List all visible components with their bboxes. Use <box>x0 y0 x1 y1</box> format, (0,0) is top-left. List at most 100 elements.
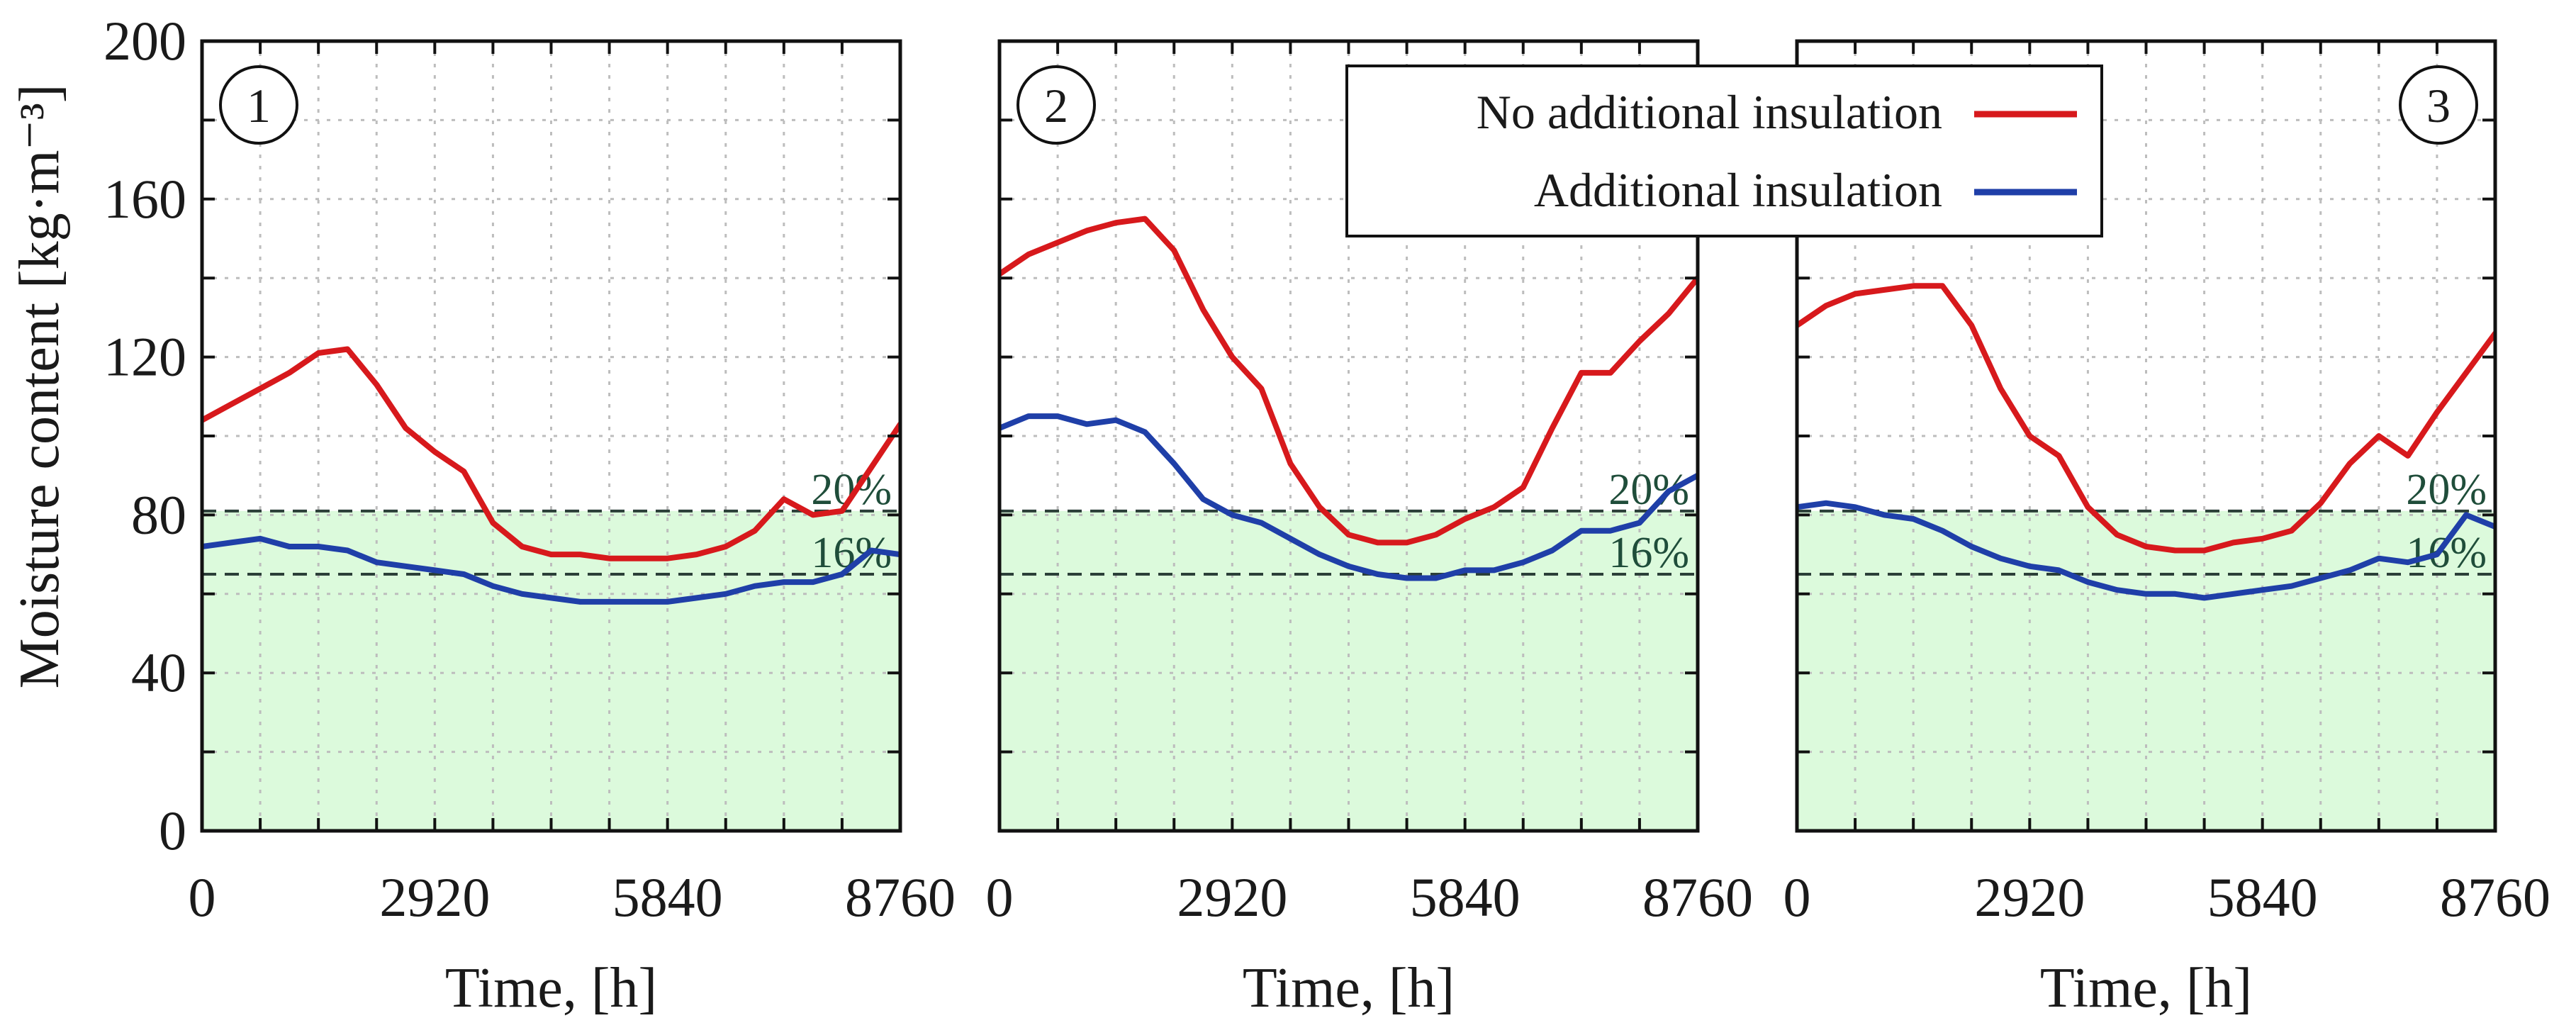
data-point <box>1609 371 1612 374</box>
data-point <box>2465 371 2468 374</box>
x-tick-label: 0 <box>986 866 1014 928</box>
data-point <box>433 569 436 571</box>
y-tick-label: 120 <box>103 326 186 388</box>
data-point <box>637 600 640 603</box>
data-point <box>1435 577 1438 580</box>
data-point <box>637 557 640 560</box>
data-point <box>1143 218 1146 220</box>
data-point <box>1999 557 2002 560</box>
data-point <box>2145 545 2147 548</box>
data-point <box>2436 553 2438 556</box>
legend-box <box>1345 65 2103 237</box>
data-point <box>288 371 291 374</box>
data-point <box>870 466 873 469</box>
panel-number-circle <box>219 65 298 145</box>
data-point <box>841 510 844 513</box>
data-point <box>1377 541 1379 544</box>
data-point <box>1289 537 1292 540</box>
data-point <box>2378 435 2380 437</box>
data-point <box>346 549 349 552</box>
data-point <box>2203 549 2206 552</box>
data-point <box>404 565 407 568</box>
y-tick-label: 160 <box>103 168 186 230</box>
data-point <box>1027 415 1030 418</box>
x-tick-label: 0 <box>1783 866 1811 928</box>
x-axis-title: Time, [h] <box>2040 957 2252 1019</box>
data-point <box>2057 569 2060 571</box>
data-point <box>491 585 494 588</box>
data-point <box>550 596 552 599</box>
data-point <box>2261 537 2264 540</box>
data-point <box>520 593 523 595</box>
data-point <box>841 573 844 576</box>
data-point <box>2261 588 2264 591</box>
data-point <box>1493 569 1496 571</box>
legend-label-additional-insulation: Additional insulation <box>1534 163 1942 217</box>
data-point <box>1941 284 1944 287</box>
data-point <box>724 593 727 595</box>
data-point <box>1348 533 1350 536</box>
data-point <box>2436 411 2438 414</box>
legend: No additional insulation Additional insul… <box>1345 65 2103 237</box>
data-point <box>1609 530 1612 532</box>
data-point <box>1551 549 1554 552</box>
data-point <box>2086 505 2089 508</box>
x-tick-label: 5840 <box>1410 866 1521 928</box>
data-point <box>608 600 611 603</box>
data-point <box>1348 565 1350 568</box>
panel-number-label: 1 <box>247 79 271 133</box>
data-point <box>608 557 611 560</box>
data-point <box>1085 229 1088 232</box>
data-point <box>1883 513 1886 516</box>
grid <box>202 41 900 831</box>
x-tick-label: 8760 <box>845 866 956 928</box>
data-point <box>754 530 756 532</box>
data-point <box>1638 522 1641 525</box>
data-point <box>2115 588 2118 591</box>
data-point <box>375 384 378 386</box>
series-line-no-insulation <box>999 216 1698 546</box>
data-point <box>2319 502 2322 505</box>
threshold-label: 20% <box>811 466 892 514</box>
data-point <box>491 522 494 525</box>
data-point <box>2174 593 2177 595</box>
x-axis-title: Time, [h] <box>1243 957 1455 1019</box>
y-tick-label: 200 <box>103 10 186 72</box>
data-point <box>2465 513 2468 516</box>
x-tick-label: 8760 <box>2440 866 2550 928</box>
data-point <box>2028 435 2031 437</box>
x-tick-label: 5840 <box>612 866 723 928</box>
data-point <box>1435 533 1438 536</box>
data-point <box>1027 253 1030 256</box>
data-point <box>1464 518 1467 520</box>
panel-number-label: 2 <box>1044 79 1068 133</box>
plot-frame <box>997 39 1700 833</box>
data-point <box>2232 541 2235 544</box>
data-point <box>2232 593 2235 595</box>
y-tick-label: 80 <box>131 483 186 545</box>
legend-label-no-insulation: No additional insulation <box>1477 85 1942 139</box>
data-point <box>1941 530 1944 532</box>
data-point <box>2203 596 2206 599</box>
data-point <box>1912 518 1915 520</box>
data-point <box>812 581 814 583</box>
data-point <box>2028 565 2031 568</box>
data-point <box>1231 356 1233 359</box>
data-point <box>1056 241 1059 244</box>
data-point <box>1970 324 1973 327</box>
data-point <box>783 498 785 500</box>
data-point <box>1318 505 1321 508</box>
data-point <box>520 545 523 548</box>
data-point <box>783 581 785 583</box>
data-point <box>1825 502 1827 505</box>
threshold-label: 16% <box>2406 529 2487 577</box>
data-point <box>375 561 378 564</box>
data-point <box>724 545 727 548</box>
data-point <box>2290 585 2293 588</box>
data-point <box>1970 545 1973 548</box>
data-point <box>1172 249 1175 252</box>
y-tick-label: 0 <box>159 800 186 861</box>
data-point <box>1580 371 1583 374</box>
data-point <box>259 387 262 390</box>
